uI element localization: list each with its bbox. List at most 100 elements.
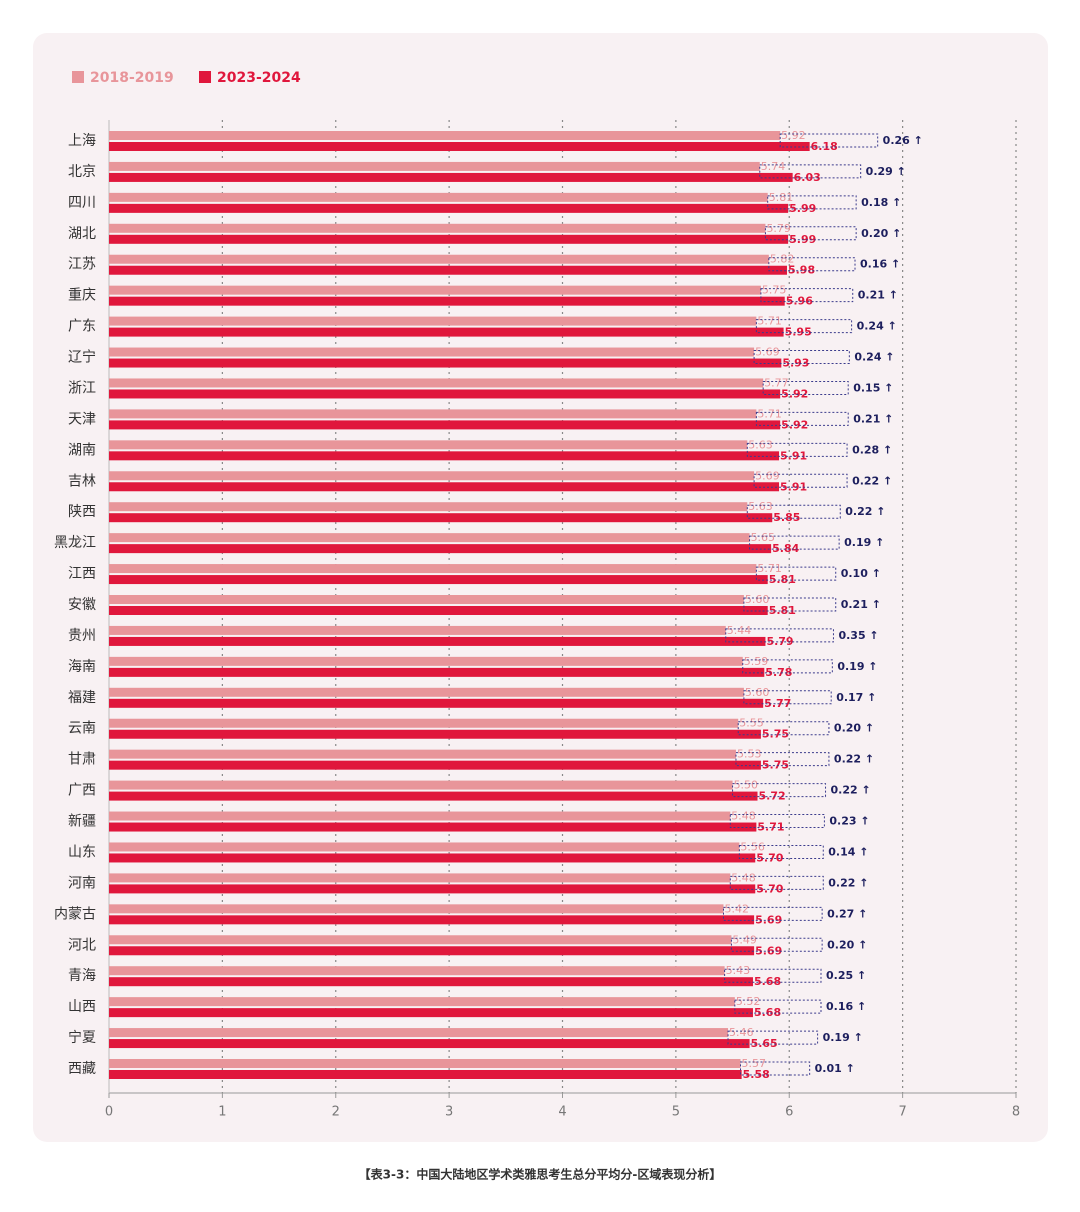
y-tick-label: 辽宁 [68, 349, 96, 366]
y-tick-label: 浙江 [68, 380, 96, 396]
value-label: 5.81 [769, 191, 794, 204]
bar [109, 1059, 741, 1068]
legend-swatch [199, 71, 211, 83]
bar [109, 780, 733, 790]
bar [109, 409, 757, 419]
difference-bracket [735, 752, 830, 767]
difference-bracket [722, 906, 823, 921]
difference-bracket [739, 1061, 811, 1076]
bar [109, 698, 764, 708]
bar [109, 946, 755, 956]
value-label: 5.75 [762, 759, 789, 772]
bar [109, 254, 769, 264]
value-label: 5.49 [732, 933, 757, 946]
bar [109, 791, 758, 801]
value-label: 5.81 [769, 604, 796, 617]
difference-label: 0.19 ↑ [823, 1031, 863, 1044]
y-tick-label: 北京 [68, 164, 96, 180]
y-tick-label: 河南 [68, 875, 96, 891]
difference-bracket [746, 504, 841, 519]
value-label: 5.91 [780, 449, 807, 462]
y-tick-label: 安徽 [68, 597, 96, 613]
difference-bracket [737, 721, 830, 736]
y-tick-label: 内蒙古 [54, 906, 96, 922]
bar [109, 544, 772, 554]
x-tick-label: 0 [105, 1105, 113, 1120]
difference-bracket [730, 937, 823, 952]
difference-bracket [734, 999, 822, 1014]
legend-swatch [72, 71, 84, 83]
legend-label: 2023-2024 [217, 70, 301, 86]
difference-label: 0.27 ↑ [827, 907, 867, 920]
bar [109, 296, 785, 306]
value-label: 5.92 [781, 387, 808, 400]
bar [109, 482, 780, 492]
difference-label: 0.21 ↑ [853, 412, 893, 425]
difference-label: 0.35 ↑ [838, 629, 878, 642]
difference-label: 0.22 ↑ [828, 876, 868, 889]
y-tick-label: 吉林 [68, 473, 96, 489]
x-tick-label: 7 [898, 1105, 906, 1120]
x-tick-label: 1 [218, 1105, 226, 1120]
value-label: 5.69 [755, 346, 780, 359]
difference-label: 0.23 ↑ [829, 815, 869, 828]
value-label: 5.84 [772, 542, 799, 555]
y-tick-label: 甘肃 [68, 752, 96, 768]
bar [109, 575, 768, 585]
legend-label: 2018-2019 [90, 70, 174, 86]
difference-label: 0.19 ↑ [837, 660, 877, 673]
difference-label: 0.22 ↑ [831, 784, 871, 797]
bar [109, 142, 810, 151]
difference-bracket [743, 690, 832, 705]
bar [109, 471, 755, 481]
bar [109, 203, 789, 213]
bar [109, 853, 756, 863]
value-label: 5.65 [751, 531, 776, 544]
y-tick-label: 黑龙江 [54, 535, 96, 551]
difference-bracket [725, 628, 834, 643]
bar [109, 904, 724, 914]
value-label: 6.18 [811, 140, 838, 153]
difference-label: 0.10 ↑ [841, 567, 881, 580]
difference-bracket [759, 164, 862, 179]
x-tick-label: 3 [445, 1105, 453, 1120]
difference-bracket [767, 195, 857, 210]
value-label: 5.75 [762, 284, 787, 297]
value-label: 5.59 [744, 655, 769, 668]
difference-bracket [743, 597, 837, 612]
difference-bracket [749, 535, 840, 550]
value-label: 5.57 [741, 1057, 766, 1070]
difference-label: 0.17 ↑ [836, 691, 876, 704]
difference-bracket [746, 442, 848, 457]
value-label: 5.55 [739, 717, 764, 730]
difference-label: 0.01 ↑ [815, 1062, 855, 1075]
bar [109, 265, 787, 275]
x-tick-label: 6 [785, 1105, 793, 1120]
difference-bracket [732, 783, 827, 798]
y-tick-label: 海南 [68, 659, 96, 675]
y-tick-label: 天津 [68, 411, 96, 427]
y-tick-label: 上海 [68, 133, 96, 149]
x-tick-label: 2 [332, 1105, 340, 1120]
bar [109, 378, 764, 388]
difference-bracket [755, 411, 849, 426]
y-tick-label: 宁夏 [68, 1029, 96, 1046]
bar [109, 192, 768, 202]
y-tick-label: 陕西 [68, 504, 96, 520]
panel [33, 33, 1048, 1142]
value-label: 5.69 [755, 469, 780, 482]
bar [109, 595, 744, 604]
y-tick-label: 云南 [68, 721, 96, 737]
difference-bracket [779, 133, 879, 148]
difference-bracket [729, 814, 825, 829]
bar [109, 1039, 750, 1049]
bar [109, 347, 755, 357]
bar [109, 389, 781, 399]
difference-bracket [738, 844, 824, 859]
bar [109, 667, 765, 677]
bar [109, 606, 768, 615]
value-label: 5.82 [770, 253, 795, 266]
bar [109, 451, 780, 461]
bar [109, 842, 740, 852]
difference-label: 0.21 ↑ [858, 289, 898, 302]
